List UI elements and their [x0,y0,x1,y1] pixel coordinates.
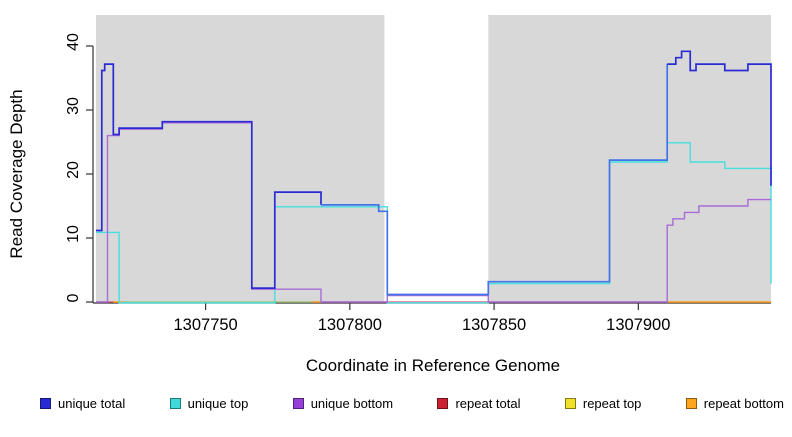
legend-label: repeat total [455,396,521,411]
unique-top-swatch-icon [169,398,181,409]
legend-item-unique-total: unique total [40,396,125,411]
repeat-bottom-swatch-icon [685,398,697,409]
unique-total-swatch-icon [40,398,51,409]
legend-item-repeat-bottom: repeat bottom [685,396,784,411]
series-line-unique-bottom [96,122,771,303]
repeat-top-swatch-icon [564,398,576,409]
unique-bottom-swatch-icon [292,398,304,409]
x-tick-label: 1307750 [173,316,237,334]
series-line-unique-total [667,50,772,186]
legend-item-unique-top: unique top [169,396,249,411]
legend-item-repeat-total: repeat total [437,396,521,411]
y-tick-label: 20 [65,161,82,179]
x-tick-label: 1307900 [606,316,670,334]
y-axis-title: Read Coverage Depth [7,89,26,258]
series-line-unique-total [96,63,322,289]
x-tick-label: 1307800 [318,316,382,334]
y-tick-label: 0 [65,293,82,302]
series-line-unique-top [96,142,772,304]
y-tick-label: 40 [65,33,82,51]
legend-label: unique top [187,396,249,411]
y-tick-label: 30 [65,97,82,115]
y-tick-label: 10 [65,225,82,243]
data-series [96,50,772,304]
legend-label: repeat top [582,396,642,411]
legend: unique total unique top unique bottom re… [40,396,784,411]
axes: 0 10 20 30 40 1307750 1307800 1307850 1307900 [65,33,771,334]
legend-label: repeat bottom [703,396,784,411]
background-band [384,15,489,303]
background-band [96,15,385,303]
repeat-total-swatch-icon [437,398,449,409]
legend-label: unique bottom [310,396,394,411]
plot-background-bands [96,15,771,303]
legend-item-unique-bottom: unique bottom [292,396,394,411]
series-line-unique-total [321,64,669,296]
legend-label: unique total [58,396,126,411]
x-axis-title: Coordinate in Reference Genome [306,356,560,375]
background-band [488,15,771,303]
legend-item-repeat-top: repeat top [564,396,642,411]
x-tick-label: 1307850 [462,316,526,334]
